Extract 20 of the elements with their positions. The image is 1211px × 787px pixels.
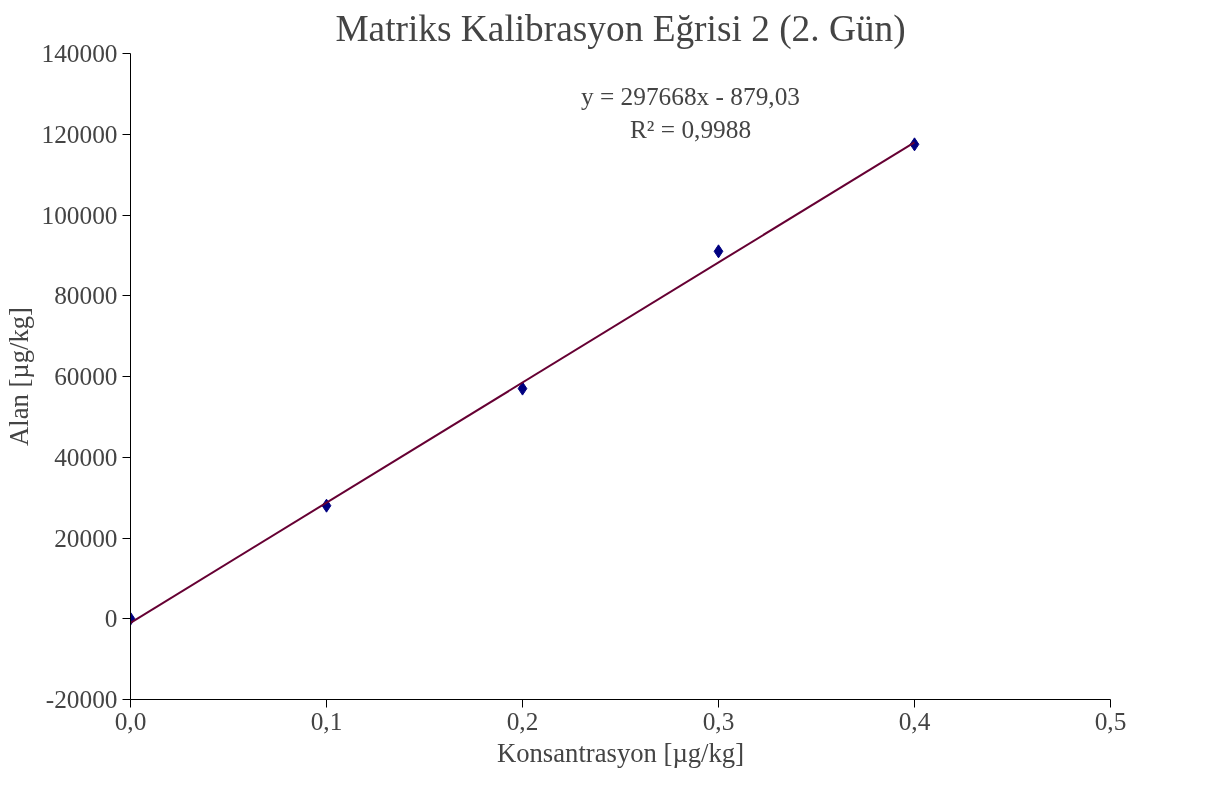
y-tick-label: 0	[104, 604, 118, 633]
y-tick-label: 60000	[54, 362, 118, 390]
x-tick-label: 0,2	[506, 706, 539, 735]
y-tick-label: 140000	[41, 39, 118, 67]
y-axis-title: Alan [µg/kg]	[3, 307, 34, 446]
y-tick-label: 40000	[54, 442, 118, 471]
annotation: y = 297668x - 879,03	[580, 81, 801, 110]
x-tick-label: 0,4	[898, 706, 931, 735]
annotation: R² = 0,9988	[629, 114, 752, 143]
x-tick-label: 0,5	[1094, 706, 1127, 735]
y-tick-label: 120000	[41, 119, 118, 148]
x-axis-title: Konsantrasyon [µg/kg]	[496, 737, 745, 768]
point	[713, 244, 724, 259]
x-tick-label: 0,1	[310, 706, 343, 735]
y-tick-label: 100000	[41, 200, 118, 229]
point	[517, 381, 528, 396]
y-tick-label: 80000	[54, 281, 118, 310]
x-tick-label: 0,3	[702, 706, 735, 735]
chart-title: Matriks Kalibrasyon Eğrisi 2 (2. Gün)	[335, 7, 906, 50]
y-tick-label: 20000	[54, 523, 118, 552]
